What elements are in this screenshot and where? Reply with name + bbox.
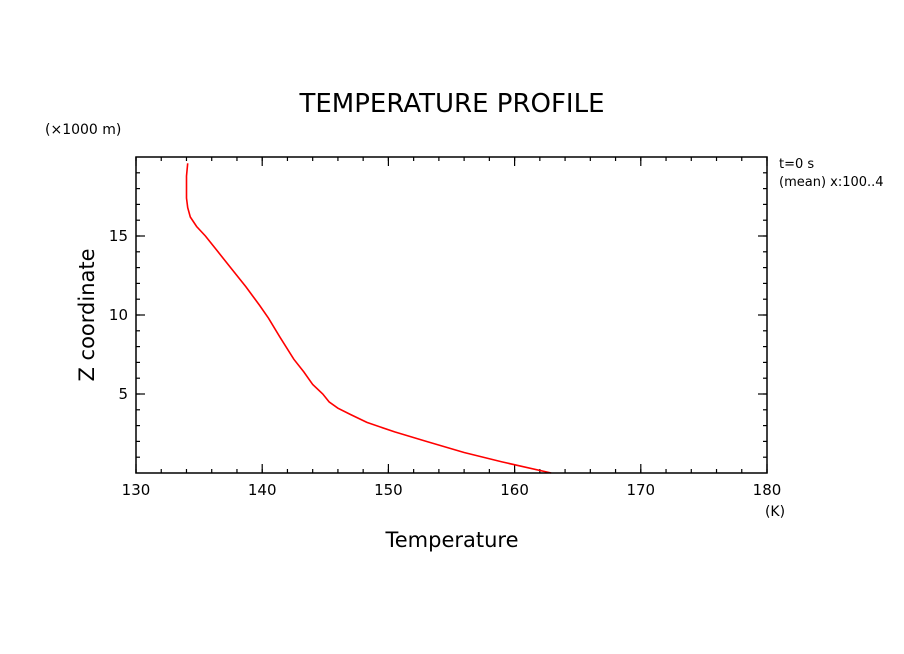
- x-tick-label: 160: [500, 481, 529, 499]
- x-tick-label: 140: [248, 481, 277, 499]
- y-tick-label: 10: [109, 306, 128, 324]
- y-tick-label: 15: [109, 227, 128, 245]
- x-unit-label: (K): [765, 504, 785, 520]
- annotation-mean: (mean) x:100..4: [779, 175, 884, 190]
- plot-frame: [135, 156, 768, 474]
- y-tick-label: 5: [118, 385, 128, 403]
- chart-title: TEMPERATURE PROFILE: [298, 89, 604, 119]
- y-unit-label: (×1000 m): [45, 122, 121, 138]
- x-tick-label: 150: [374, 481, 403, 499]
- x-axis-label: Temperature: [384, 528, 518, 552]
- temperature-series-line: [185, 163, 552, 474]
- x-tick-label: 130: [122, 481, 151, 499]
- annotation-time: t=0 s: [779, 157, 814, 172]
- axis-ticks: [135, 157, 768, 473]
- x-tick-label: 180: [753, 481, 782, 499]
- x-tick-label: 170: [626, 481, 655, 499]
- axis-tick-labels: 130 140 150 160 170 180 5 10 15: [109, 227, 781, 499]
- y-axis-label: Z coordinate: [75, 248, 99, 381]
